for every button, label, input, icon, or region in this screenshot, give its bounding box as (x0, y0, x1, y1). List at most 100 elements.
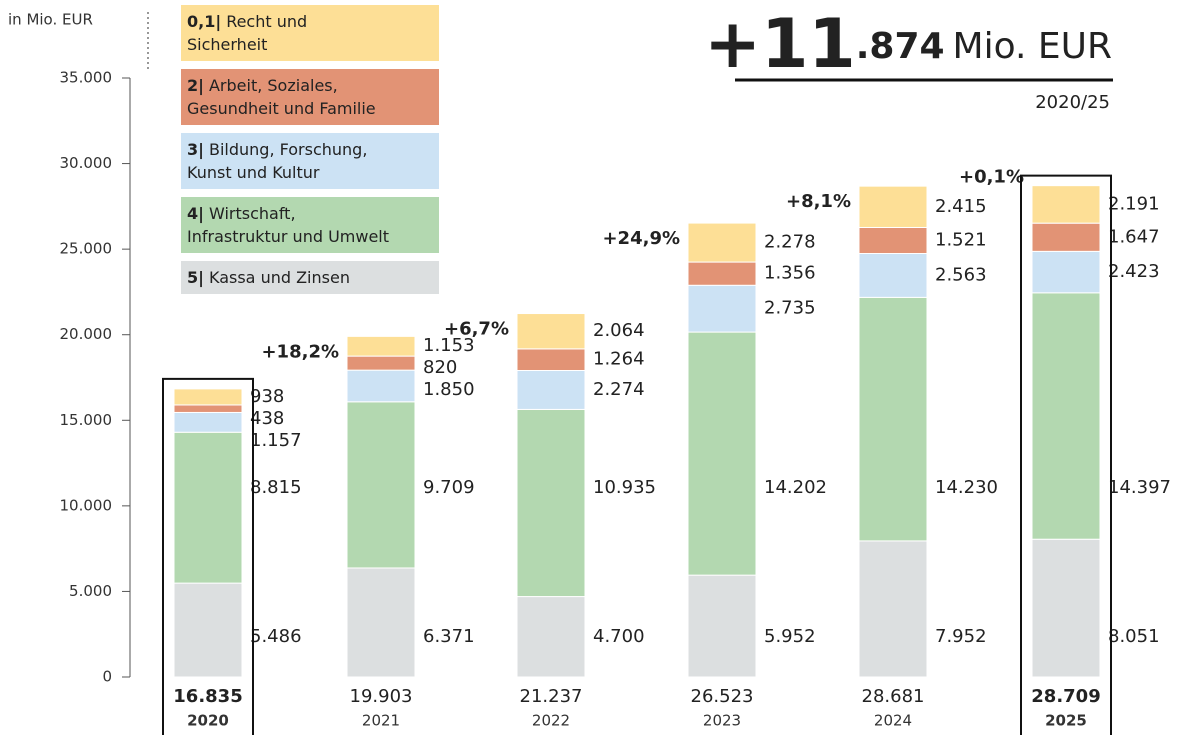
total-label: 28.681 (862, 686, 925, 707)
value-label: 938 (250, 386, 284, 407)
value-label: 1.647 (1108, 226, 1160, 247)
total-label: 16.835 (173, 686, 242, 707)
legend-text: 4| Wirtschaft, Infrastruktur und Umwelt (187, 202, 392, 248)
legend-text: 0,1| Recht und Sicherheit (187, 10, 392, 56)
legend-text: 5| Kassa und Zinsen (187, 266, 392, 289)
legend-key: 3| (187, 140, 204, 159)
legend-key: 2| (187, 76, 204, 95)
bar-segment (858, 226, 928, 255)
value-label: 4.700 (593, 626, 645, 647)
legend-label: Wirtschaft, Infrastruktur und Umwelt (187, 204, 390, 246)
headline: +11.874 Mio. EUR (704, 5, 1112, 84)
bar-segment (858, 185, 928, 228)
bar-segment (687, 222, 757, 263)
headline-small: .874 (856, 26, 945, 67)
y-tick-label: 25.000 (60, 240, 113, 258)
headline-unit: Mio. EUR (953, 26, 1112, 67)
y-tick-label: 35.000 (60, 69, 113, 87)
legend-label: Recht und Sicherheit (187, 12, 308, 54)
value-label: 1.153 (423, 335, 475, 356)
total-label: 28.709 (1031, 686, 1100, 707)
total-label: 26.523 (691, 686, 754, 707)
value-label: 14.202 (764, 477, 827, 498)
bar-segment (1031, 222, 1101, 252)
legend-key: 4| (187, 204, 204, 223)
y-tick-label: 20.000 (60, 325, 113, 343)
legend-text: 3| Bildung, Forschung, Kunst und Kultur (187, 138, 392, 184)
value-label: 2.735 (764, 298, 816, 319)
legend-label: Kassa und Zinsen (208, 268, 350, 287)
growth-label: +0,1% (959, 167, 1024, 188)
highlight-frame (162, 377, 254, 735)
bar-segment (346, 401, 416, 569)
value-label: 10.935 (593, 477, 656, 498)
legend-label: Bildung, Forschung, Kunst und Kultur (187, 140, 368, 182)
value-label: 1.521 (935, 229, 987, 250)
value-label: 2.423 (1108, 261, 1160, 282)
value-label: 8.051 (1108, 626, 1160, 647)
bar-segment (687, 284, 757, 333)
x-tick-label: 2023 (703, 712, 741, 730)
total-label: 21.237 (520, 686, 583, 707)
value-label: 5.486 (250, 626, 302, 647)
bar-segment (516, 596, 586, 678)
total-label: 19.903 (350, 686, 413, 707)
value-label: 6.371 (423, 626, 475, 647)
value-label: 8.815 (250, 477, 302, 498)
x-tick-label: 2022 (532, 712, 570, 730)
value-label: 9.709 (423, 477, 475, 498)
legend-key: 5| (187, 268, 204, 287)
growth-label: +18,2% (261, 341, 339, 362)
legend-item: 5| Kassa und Zinsen (181, 261, 439, 294)
bar-segment (173, 404, 243, 413)
legend-text: 2| Arbeit, Soziales, Gesundheit und Famil… (187, 74, 392, 120)
bar-segment (346, 355, 416, 371)
value-label: 438 (250, 408, 284, 429)
value-label: 1.850 (423, 379, 475, 400)
legend-label: Arbeit, Soziales, Gesundheit und Familie (187, 76, 376, 118)
bar-segment (687, 261, 757, 286)
y-tick-label: 5.000 (69, 582, 112, 600)
growth-label: +8,1% (786, 191, 851, 212)
subtitle: 2020/25 (1035, 92, 1110, 113)
value-label: 2.191 (1108, 193, 1160, 214)
bar-segment (516, 408, 586, 598)
highlight-frame (1020, 174, 1112, 735)
bar-segment (346, 369, 416, 403)
bar-segment (858, 253, 928, 298)
value-label: 14.230 (935, 477, 998, 498)
x-tick-label: 2025 (1045, 712, 1087, 730)
bar-segment (1031, 250, 1101, 294)
y-tick-label: 30.000 (60, 154, 113, 172)
bar-segment (516, 370, 586, 410)
legend: 0,1| Recht und Sicherheit 2| Arbeit, Sozial… (181, 5, 439, 294)
y-tick-label: 15.000 (60, 411, 113, 429)
value-label: 5.952 (764, 626, 816, 647)
value-label: 2.415 (935, 196, 987, 217)
value-label: 14.397 (1108, 477, 1171, 498)
bar-segment (516, 348, 586, 372)
value-label: 2.278 (764, 232, 816, 253)
value-label: 1.356 (764, 263, 816, 284)
legend-item: 3| Bildung, Forschung, Kunst und Kultur (181, 133, 439, 189)
x-tick-label: 2024 (874, 712, 912, 730)
legend-item: 4| Wirtschaft, Infrastruktur und Umwelt (181, 197, 439, 253)
bar-segment (173, 411, 243, 433)
legend-key: 0,1| (187, 12, 222, 31)
legend-item: 0,1| Recht und Sicherheit (181, 5, 439, 61)
bar-segment (346, 567, 416, 678)
x-tick-label: 2021 (362, 712, 400, 730)
y-tick-label: 0 (102, 668, 112, 686)
bar-segment (858, 296, 928, 542)
value-label: 820 (423, 357, 457, 378)
value-label: 2.064 (593, 320, 645, 341)
bar-segment (173, 582, 243, 678)
bar-segment (173, 431, 243, 584)
bar-segment (687, 574, 757, 678)
bar-segment (173, 388, 243, 406)
value-label: 2.274 (593, 379, 645, 400)
bar-segment (516, 313, 586, 350)
bar-segment (1031, 538, 1101, 678)
